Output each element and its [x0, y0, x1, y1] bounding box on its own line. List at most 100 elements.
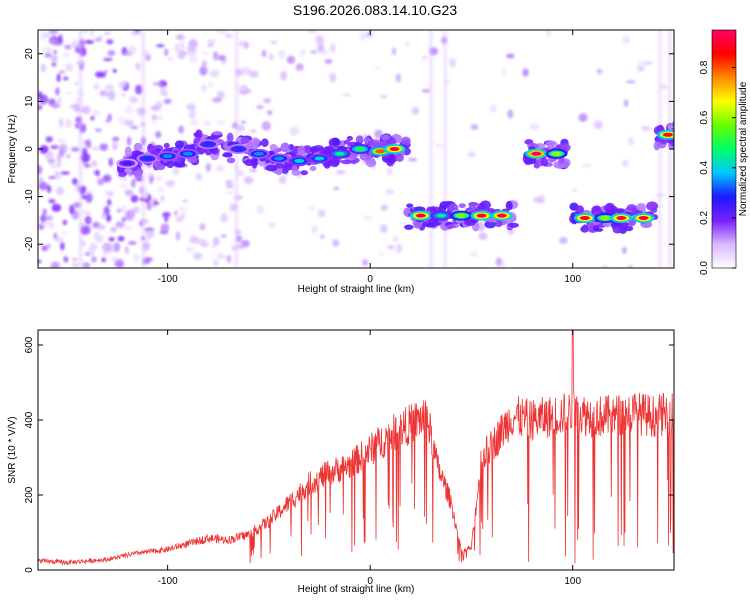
noise-blob: [241, 66, 251, 76]
noise-blob: [380, 204, 388, 211]
colorbar: 0.0 0.2 0.4 0.6 0.8 Normalized spectral ampl…: [699, 29, 749, 275]
noise-blob: [335, 170, 346, 175]
noise-blob: [329, 72, 337, 83]
snr-axes: -100 0 100 0 200 400 600: [24, 330, 674, 587]
noise-blob: [387, 244, 395, 250]
signal-halo: [575, 205, 584, 215]
noise-blob: [113, 242, 121, 252]
signal-core-peak: [600, 216, 611, 221]
signal-halo: [332, 137, 340, 147]
noise-blob: [65, 118, 71, 129]
noise-blob: [91, 160, 98, 167]
signal-halo: [380, 134, 391, 141]
signal-halo: [582, 224, 589, 230]
noise-blob: [478, 232, 488, 240]
noise-blob: [405, 41, 410, 47]
signal-halo: [212, 131, 223, 136]
signal-halo: [174, 140, 184, 149]
snr-x-tick-label: 0: [367, 576, 373, 587]
noise-blob: [490, 104, 497, 113]
spectrogram-y-axis-label: Frequency (Hz): [7, 115, 18, 184]
snr-frame: [37, 329, 675, 571]
noise-blob: [216, 30, 227, 35]
signal-halo: [438, 204, 447, 213]
noise-blob: [151, 121, 157, 125]
signal-halo: [173, 160, 186, 168]
noise-blob: [80, 225, 90, 235]
noise-blob: [201, 84, 207, 93]
snr-series: [38, 330, 674, 566]
noise-blob: [217, 54, 226, 61]
noise-blob: [96, 178, 105, 186]
noise-blob: [332, 238, 340, 247]
noise-blob: [307, 30, 317, 35]
noise-blob: [186, 103, 197, 111]
noise-blob: [207, 43, 214, 48]
noise-blob: [40, 63, 47, 73]
noise-blob: [155, 131, 162, 139]
noise-blob: [324, 59, 333, 64]
noise-blob: [38, 176, 43, 184]
noise-blob: [208, 81, 214, 89]
noise-blob: [131, 178, 136, 188]
noise-blob: [135, 84, 143, 95]
noise-blob: [52, 49, 58, 55]
noise-blob: [209, 69, 220, 78]
noise-blob: [154, 116, 164, 120]
noise-blob: [71, 40, 79, 48]
noise-blob: [199, 223, 206, 231]
spectrogram-y-tick-label: -10: [24, 189, 35, 204]
noise-blob: [128, 45, 137, 55]
noise-blob: [236, 244, 247, 249]
noise-blob: [50, 261, 61, 268]
noise-blob: [226, 185, 234, 189]
noise-blob: [163, 212, 169, 223]
noise-blob: [55, 87, 60, 96]
noise-blob: [278, 50, 286, 59]
noise-blob: [135, 62, 141, 71]
signal-halo: [226, 132, 234, 143]
noise-blob: [212, 51, 219, 61]
spectrogram-y-tick-label: -20: [24, 237, 35, 252]
signal-core-peak: [456, 213, 467, 218]
noise-blob: [470, 124, 479, 130]
signal-halo: [280, 142, 290, 153]
signal-core-peak: [253, 151, 264, 156]
noise-blob: [71, 178, 78, 186]
signal-halo: [118, 172, 127, 177]
noise-blob: [73, 81, 79, 86]
noise-blob: [84, 40, 95, 45]
noise-blob: [83, 30, 88, 34]
noise-streak: [443, 30, 448, 268]
noise-blob: [407, 157, 418, 162]
noise-blob: [270, 40, 277, 45]
noise-blob: [102, 57, 113, 62]
signal-halo: [545, 140, 558, 148]
noise-blob: [124, 119, 135, 127]
noise-blob: [249, 168, 257, 173]
signal-halo: [612, 225, 623, 234]
noise-blob: [238, 41, 248, 47]
noise-blob: [106, 199, 112, 206]
noise-blob: [46, 215, 54, 221]
noise-blob: [379, 252, 384, 257]
signal-halo: [340, 159, 353, 165]
noise-blob: [73, 102, 81, 113]
noise-blob: [132, 206, 140, 213]
noise-blob: [202, 120, 212, 126]
noise-blob: [60, 241, 65, 251]
noise-blob: [333, 186, 340, 191]
signal-halo: [560, 143, 571, 152]
noise-blob: [220, 212, 228, 223]
noise-blob: [193, 252, 203, 261]
noise-blob: [94, 128, 103, 132]
signal-core-peak: [122, 161, 133, 166]
signal-halo: [540, 157, 549, 167]
noise-blob: [91, 146, 100, 151]
signal-halo: [385, 157, 395, 163]
noise-blob: [310, 50, 318, 54]
noise-blob: [55, 186, 65, 196]
noise-blob: [102, 242, 112, 253]
noise-blob: [74, 123, 80, 129]
noise-blob: [134, 30, 141, 33]
